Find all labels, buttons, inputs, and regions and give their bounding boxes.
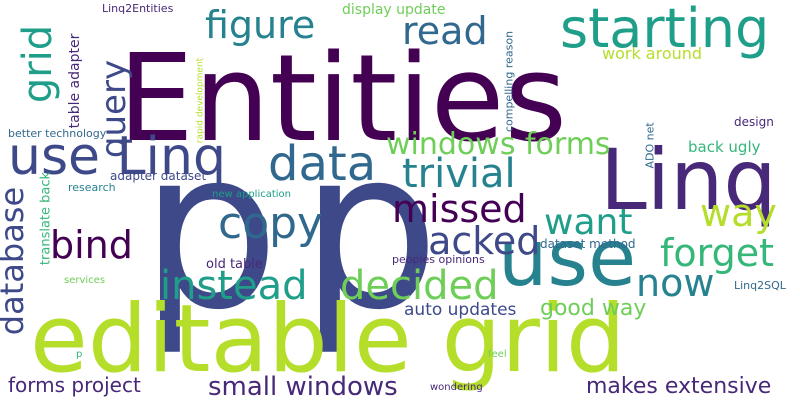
word-now: now [636, 261, 715, 305]
word-peoples-opinions: peoples opinions [392, 253, 485, 266]
word-auto-updates: auto updates [404, 300, 517, 320]
word-ado-net-vertical: ADO net [643, 122, 657, 169]
word-trivial: trivial [402, 151, 516, 197]
word-use-linq: use Linq [8, 127, 226, 187]
word-rapid-development-vertical: rapid development [195, 57, 206, 144]
word-p-right: p [300, 102, 440, 358]
word-small-windows: small windows [208, 372, 398, 400]
word-design: design [734, 115, 774, 129]
word-p-small: p [76, 349, 83, 360]
word-copy: copy [218, 198, 324, 249]
word-better-technology: better technology [8, 127, 107, 140]
word-bind: bind [50, 223, 133, 267]
word-dataset-method: dataset method [540, 237, 636, 251]
word-linq2entities: Linq2Entities [102, 2, 174, 15]
word-figure: figure [205, 3, 316, 47]
word-data: data [268, 136, 377, 192]
word-starting: starting [560, 0, 770, 60]
word-decided: decided [340, 263, 499, 309]
word-read: read [402, 9, 488, 53]
word-database-vertical: database [0, 186, 31, 336]
word-services: services [64, 275, 106, 286]
word-editable-grid: editable grid [30, 285, 626, 394]
word-grid-vertical: grid [15, 24, 61, 104]
word-instead: instead [160, 263, 308, 309]
word-wondering: wondering [430, 382, 483, 393]
word-linq-big: Linq [600, 131, 777, 229]
word-display-update: display update [342, 2, 446, 18]
word-back-ugly: back ugly [688, 138, 761, 156]
word-table-adapter-vertical: table adapter [67, 33, 83, 129]
word-want: want [544, 202, 633, 243]
word-forget: forget [660, 231, 774, 275]
word-feel: feel [488, 349, 507, 360]
word-translate-back-vertical: translate back [38, 171, 54, 266]
word-work-around: work around [602, 44, 703, 63]
word-use-big: use [498, 214, 637, 304]
word-query-vertical: query [94, 59, 134, 159]
word-linq2sql: Linq2SQL [734, 279, 786, 292]
word-good-way: good way [540, 296, 647, 321]
word-p-left: p [140, 102, 280, 358]
word-old-table: old table [206, 257, 263, 272]
word-missed: missed [392, 187, 527, 231]
word-adapter-dataset: adapter dataset [110, 169, 207, 183]
word-way: way [700, 191, 777, 235]
word-research: research [68, 181, 116, 194]
word-makes-extensive: makes extensive [586, 374, 772, 399]
word-compelling-reason-vertical: compelling reason [502, 30, 516, 133]
word-new-application: new application [212, 189, 292, 200]
word-forms-project: forms project [8, 373, 141, 397]
word-windows-forms: windows forms [386, 127, 611, 162]
word-entities: Entities [118, 30, 568, 169]
word-hacked: hacked [404, 219, 541, 263]
